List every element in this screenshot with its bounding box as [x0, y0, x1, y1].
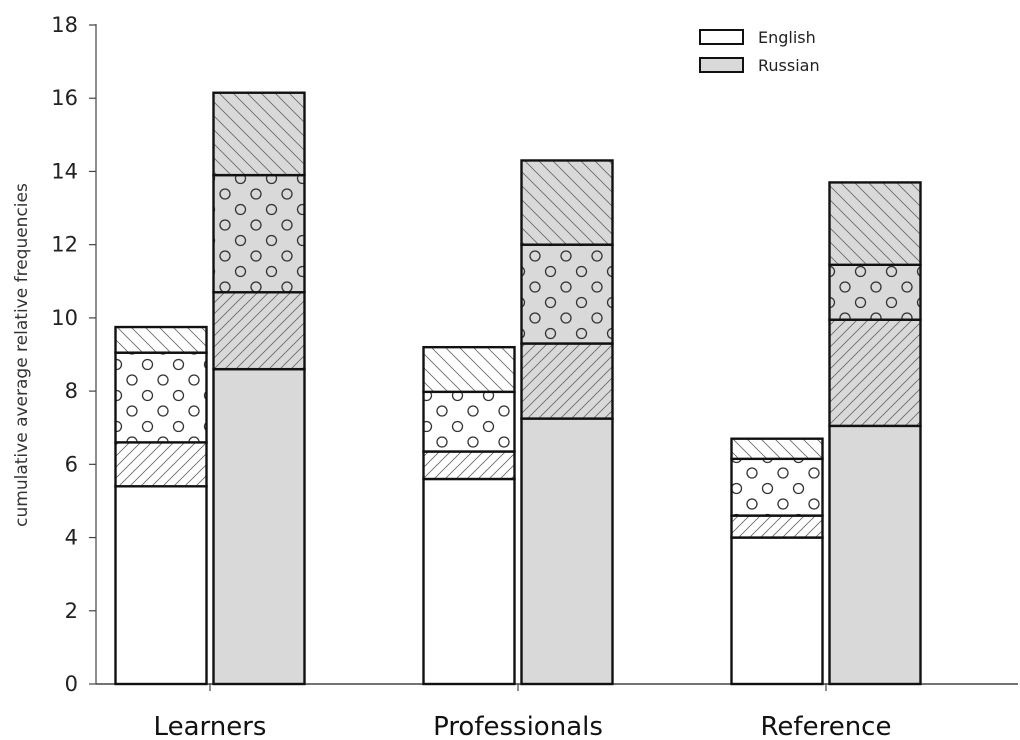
- legend-label: English: [758, 28, 816, 47]
- bar-segment-outline: [828, 181, 922, 267]
- x-tick-label: Reference: [761, 712, 892, 740]
- legend: English Russian: [699, 28, 820, 75]
- y-tick-label: 18: [51, 13, 78, 37]
- bar-segment-pattern: [731, 458, 823, 516]
- bars: [114, 91, 922, 686]
- bar-segment-pattern: [213, 175, 305, 293]
- bar-segment-pattern: [115, 442, 207, 487]
- bar-segment-pattern: [829, 182, 921, 265]
- bar-segment-pattern: [521, 244, 613, 344]
- bar-segment-outline: [520, 159, 614, 246]
- y-tick-label: 12: [51, 233, 78, 257]
- x-tick-label: Professionals: [433, 712, 603, 740]
- y-tick-label: 6: [65, 452, 78, 476]
- legend-swatch: [699, 29, 744, 45]
- bar-segment-outline: [212, 91, 306, 177]
- bar-segment-pattern: [423, 451, 515, 479]
- bar-segment-fill: [521, 418, 613, 684]
- bar-segment-pattern: [115, 352, 207, 443]
- y-tick-label: 0: [65, 672, 78, 696]
- bar-segment-pattern: [423, 391, 515, 452]
- bar-segment-pattern: [829, 264, 921, 320]
- bar-segment-fill: [213, 369, 305, 684]
- bar-segment-pattern: [213, 292, 305, 370]
- bar-segment-pattern: [115, 327, 207, 353]
- bar-segment-pattern: [423, 347, 515, 392]
- bar-segment-outline: [422, 345, 516, 394]
- bar-segment-pattern: [829, 319, 921, 426]
- y-tick-label: 8: [65, 379, 78, 403]
- axes: 0 2 4 6 8 10 12 14 16 18 Learners Professionals Refe…: [51, 13, 1018, 740]
- y-tick-label: 4: [65, 526, 78, 550]
- legend-swatch: [699, 57, 744, 73]
- bar-segment-fill: [731, 537, 823, 684]
- bar-segment-outline: [114, 325, 208, 354]
- bar-segment-fill: [829, 425, 921, 684]
- legend-label: Russian: [758, 56, 820, 75]
- y-tick-label: 10: [51, 306, 78, 330]
- bar-segment-fill: [423, 478, 515, 684]
- bar-segment-outline: [730, 437, 824, 461]
- bar-segment-pattern: [213, 92, 305, 176]
- y-tick-label: 16: [51, 86, 78, 110]
- y-tick-label: 14: [51, 159, 78, 183]
- bar-segment-pattern: [731, 515, 823, 538]
- bar-segment-pattern: [521, 160, 613, 245]
- y-axis-title: cumulative average relative frequencies: [12, 183, 32, 527]
- x-tick-label: Learners: [154, 712, 267, 740]
- bar-segment-pattern: [521, 343, 613, 419]
- y-tick-label: 2: [65, 599, 78, 623]
- bar-segment-fill: [115, 486, 207, 684]
- bar-segment-pattern: [731, 438, 823, 459]
